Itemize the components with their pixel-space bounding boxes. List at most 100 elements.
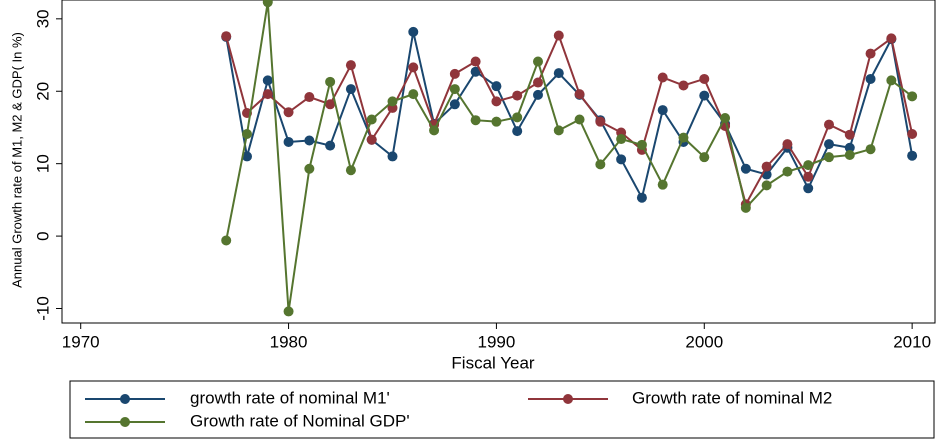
point [491,96,502,107]
point [241,151,252,162]
point [408,62,419,73]
point [720,113,731,124]
point [699,90,710,101]
x-tick-label: 1980 [270,332,308,351]
point [408,26,419,37]
point [823,139,834,150]
point [283,136,294,147]
point [574,89,585,100]
point [844,142,855,153]
point [699,152,710,163]
legend-marker [120,394,130,404]
point [221,235,232,246]
point [844,129,855,140]
point [865,144,876,155]
point [221,31,232,42]
legend-marker [120,417,130,427]
point [907,128,918,139]
point [803,160,814,171]
point [491,81,502,92]
point [657,179,668,190]
point [678,80,689,91]
x-tick-label: 2000 [685,332,723,351]
point [740,163,751,174]
series-line [225,32,914,207]
plot-area [61,0,936,324]
point [283,306,294,317]
point [325,140,336,151]
point [865,48,876,59]
point [387,96,398,107]
y-tick-label: 20 [33,82,52,101]
point [449,99,460,110]
point [470,115,481,126]
point [429,125,440,136]
point [345,60,356,71]
y-tick-label: 30 [33,9,52,28]
point [803,171,814,182]
point [304,163,315,174]
legend-label: growth rate of nominal M1' [190,388,390,407]
point [345,165,356,176]
point [678,132,689,143]
point [470,66,481,77]
point [325,76,336,87]
point [553,68,564,79]
point [449,84,460,95]
point [532,89,543,100]
y-tick-label: 0 [33,231,52,240]
point [616,154,627,165]
legend [69,380,935,439]
point [366,134,377,145]
point [823,152,834,163]
x-tick-label: 1990 [478,332,516,351]
y-tick-label: 10 [33,154,52,173]
point [387,151,398,162]
point [532,56,543,67]
x-tick-label: 2010 [893,332,931,351]
point [907,150,918,161]
point [761,180,772,191]
point [345,84,356,95]
legend-label: Growth rate of nominal M2 [632,388,832,407]
point [782,166,793,177]
point [553,30,564,41]
point [740,202,751,213]
point [636,139,647,150]
point [262,0,273,8]
point [283,107,294,118]
point [512,112,523,123]
x-tick-label: 1970 [62,332,100,351]
point [803,183,814,194]
point [262,89,273,100]
point [907,91,918,102]
point [325,99,336,110]
point [616,134,627,145]
point [886,75,897,86]
point [636,192,647,203]
point [532,77,543,88]
point [491,116,502,127]
point [553,125,564,136]
point [449,68,460,79]
point [408,89,419,100]
point [595,116,606,127]
legend-marker [563,394,573,404]
point [761,161,772,172]
point [574,114,585,125]
point [470,56,481,67]
y-tick-label: -10 [33,296,52,321]
point [366,114,377,125]
point [886,33,897,44]
point [512,90,523,101]
point [823,119,834,130]
point [304,135,315,146]
point [782,139,793,150]
point [699,73,710,84]
point [241,128,252,139]
point [595,159,606,170]
point [657,105,668,116]
legend-label: Growth rate of Nominal GDP' [190,411,410,430]
point [512,126,523,137]
